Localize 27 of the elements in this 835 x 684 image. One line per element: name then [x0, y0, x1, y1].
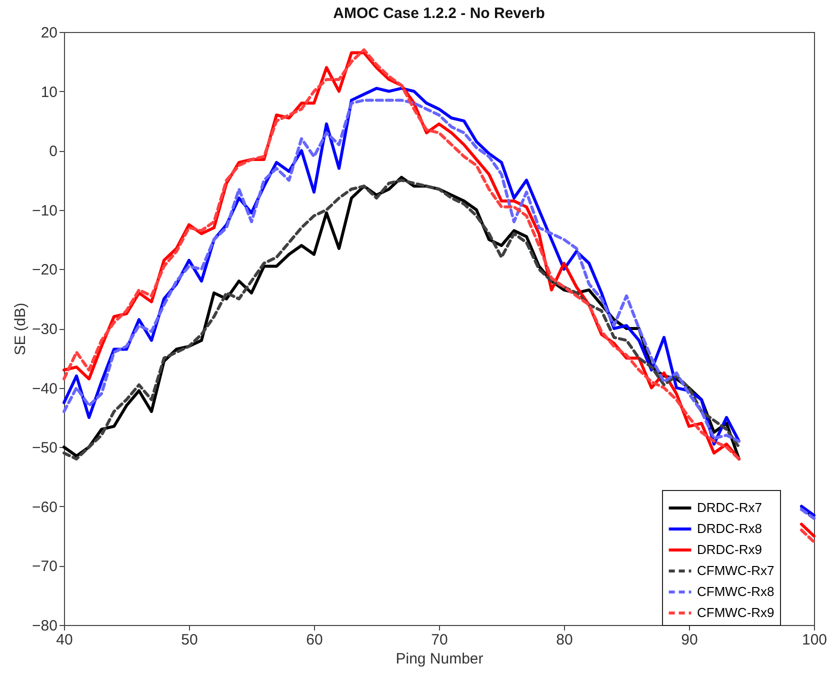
- legend-label: DRDC-Rx8: [697, 521, 762, 536]
- legend-label: CFMWC-Rx8: [697, 584, 774, 599]
- y-tick-label: −30: [32, 321, 58, 338]
- y-tick-label: −40: [32, 380, 58, 398]
- y-tick-label: −20: [32, 262, 58, 279]
- y-tick-label: −70: [32, 558, 58, 576]
- y-tick-label: 20: [40, 24, 58, 42]
- y-tick-label: −80: [32, 618, 58, 634]
- x-tick-label: 70: [431, 632, 448, 648]
- legend-label: DRDC-Rx7: [697, 500, 762, 515]
- y-tick-label: −10: [32, 202, 58, 220]
- legend-label: CFMWC-Rx7: [697, 563, 774, 578]
- x-tick-label: 40: [56, 632, 73, 648]
- x-tick-label: 50: [181, 632, 198, 648]
- chart-title: AMOC Case 1.2.2 - No Reverb: [333, 5, 545, 22]
- y-axis-title: SE (dB): [12, 302, 30, 356]
- y-tick-label: 10: [40, 84, 58, 101]
- y-tick-label: −60: [32, 498, 58, 516]
- x-axis-title: Ping Number: [396, 650, 484, 668]
- x-tick-label: 60: [306, 632, 323, 648]
- x-tick-label: 80: [556, 632, 573, 648]
- legend-label: DRDC-Rx9: [697, 542, 762, 557]
- y-tick-label: −50: [32, 440, 58, 457]
- legend-label: CFMWC-Rx9: [697, 605, 774, 620]
- x-tick-label: 100: [802, 632, 828, 648]
- y-tick-label: 0: [49, 143, 58, 160]
- x-tick-label: 90: [681, 632, 698, 648]
